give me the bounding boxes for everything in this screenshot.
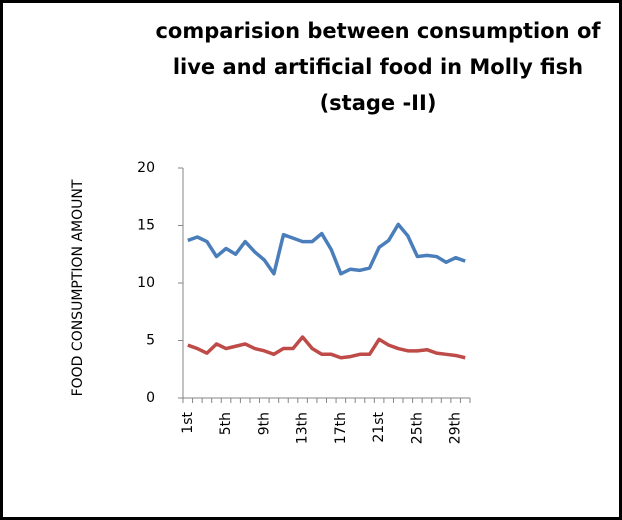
x-tick-label: 21st	[371, 412, 387, 443]
x-tick-label: 13th	[295, 412, 311, 444]
x-tick-label: 9th	[256, 412, 272, 435]
y-tick-label: 0	[146, 390, 155, 406]
y-tick-label: 15	[137, 218, 155, 234]
x-tick-label: 17th	[333, 412, 349, 444]
series-line	[187, 335, 466, 360]
x-tick-label: 25th	[409, 412, 425, 444]
y-tick-label: 20	[137, 160, 155, 176]
y-axis-label: FOOD CONSUMPTION AMOUNT	[70, 179, 86, 396]
y-tick-label: 10	[137, 275, 155, 291]
chart: FOOD CONSUMPTION AMOUNT 0 5 10 15 20 1st 5th 9t…	[70, 160, 471, 444]
series-line	[187, 222, 466, 276]
chart-title: comparision between consumption of live …	[155, 19, 601, 115]
x-tick-label: 1st	[180, 412, 196, 434]
x-tick-label: 29th	[448, 412, 464, 444]
y-tick-label: 5	[146, 333, 155, 349]
x-tick-label: 5th	[218, 412, 234, 435]
